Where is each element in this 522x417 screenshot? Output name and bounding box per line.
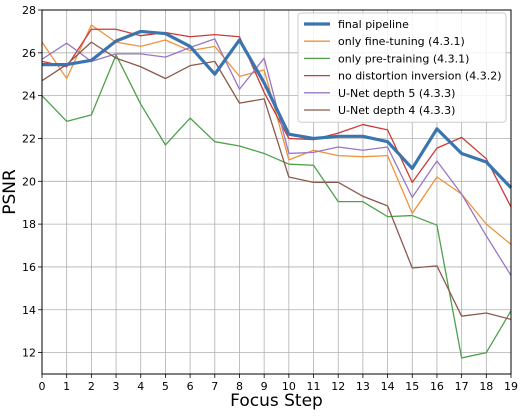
x-tick-label: 13	[356, 380, 370, 393]
x-tick-label: 11	[307, 380, 321, 393]
legend-label: only pre-training (4.3.1)	[338, 52, 469, 65]
legend-box	[297, 12, 507, 123]
series-lines	[41, 24, 513, 359]
x-tick-label: 9	[261, 380, 268, 393]
series-line-3	[41, 28, 512, 208]
x-tick-label: 4	[137, 380, 144, 393]
x-tick-label: 2	[88, 380, 95, 393]
y-tick-label: 28	[22, 4, 36, 17]
y-tick-label: 20	[22, 175, 36, 188]
series-line-2	[41, 54, 512, 359]
legend-label: final pipeline	[338, 18, 409, 31]
y-tick-label: 22	[22, 132, 36, 145]
x-tick-label: 5	[162, 380, 169, 393]
x-tick-label: 19	[504, 380, 518, 393]
x-tick-label: 0	[39, 380, 46, 393]
x-tick-label: 12	[331, 380, 345, 393]
y-tick-label: 18	[22, 218, 36, 231]
series-line-0	[42, 29, 513, 189]
y-tick-label: 12	[22, 347, 36, 360]
x-tick-label: 15	[405, 380, 419, 393]
legend-label: only fine-tuning (4.3.1)	[338, 35, 465, 48]
x-tick-label: 8	[236, 380, 243, 393]
legend-label: U-Net depth 5 (4.3.3)	[338, 87, 455, 100]
series-line-5	[41, 41, 512, 321]
y-tick-label: 16	[22, 261, 36, 274]
x-tick-label: 7	[211, 380, 218, 393]
legend-label: U-Net depth 4 (4.3.3)	[338, 104, 455, 117]
y-tick-label: 26	[22, 47, 36, 60]
legend-label: no distortion inversion (4.3.2)	[338, 70, 502, 83]
x-tick-label: 1	[63, 380, 70, 393]
axis-ticks: 0 1 2 3 4 5 6 7 8 9 10 11 12 13 14 15 16 17 18 191214161820…	[22, 4, 518, 393]
legend: final pipeline only fine-tuning (4.3.1) on…	[297, 12, 507, 123]
y-tick-label: 24	[22, 90, 36, 103]
x-tick-label: 3	[113, 380, 120, 393]
y-axis-label: PSNR	[0, 169, 20, 215]
x-tick-label: 16	[430, 380, 444, 393]
x-axis-label: Focus Step	[230, 391, 323, 411]
x-tick-label: 17	[455, 380, 469, 393]
x-tick-label: 6	[187, 380, 194, 393]
x-tick-label: 10	[282, 380, 296, 393]
x-tick-label: 14	[381, 380, 395, 393]
y-tick-label: 14	[22, 304, 36, 317]
x-tick-label: 18	[479, 380, 493, 393]
plot-frame	[41, 9, 512, 375]
